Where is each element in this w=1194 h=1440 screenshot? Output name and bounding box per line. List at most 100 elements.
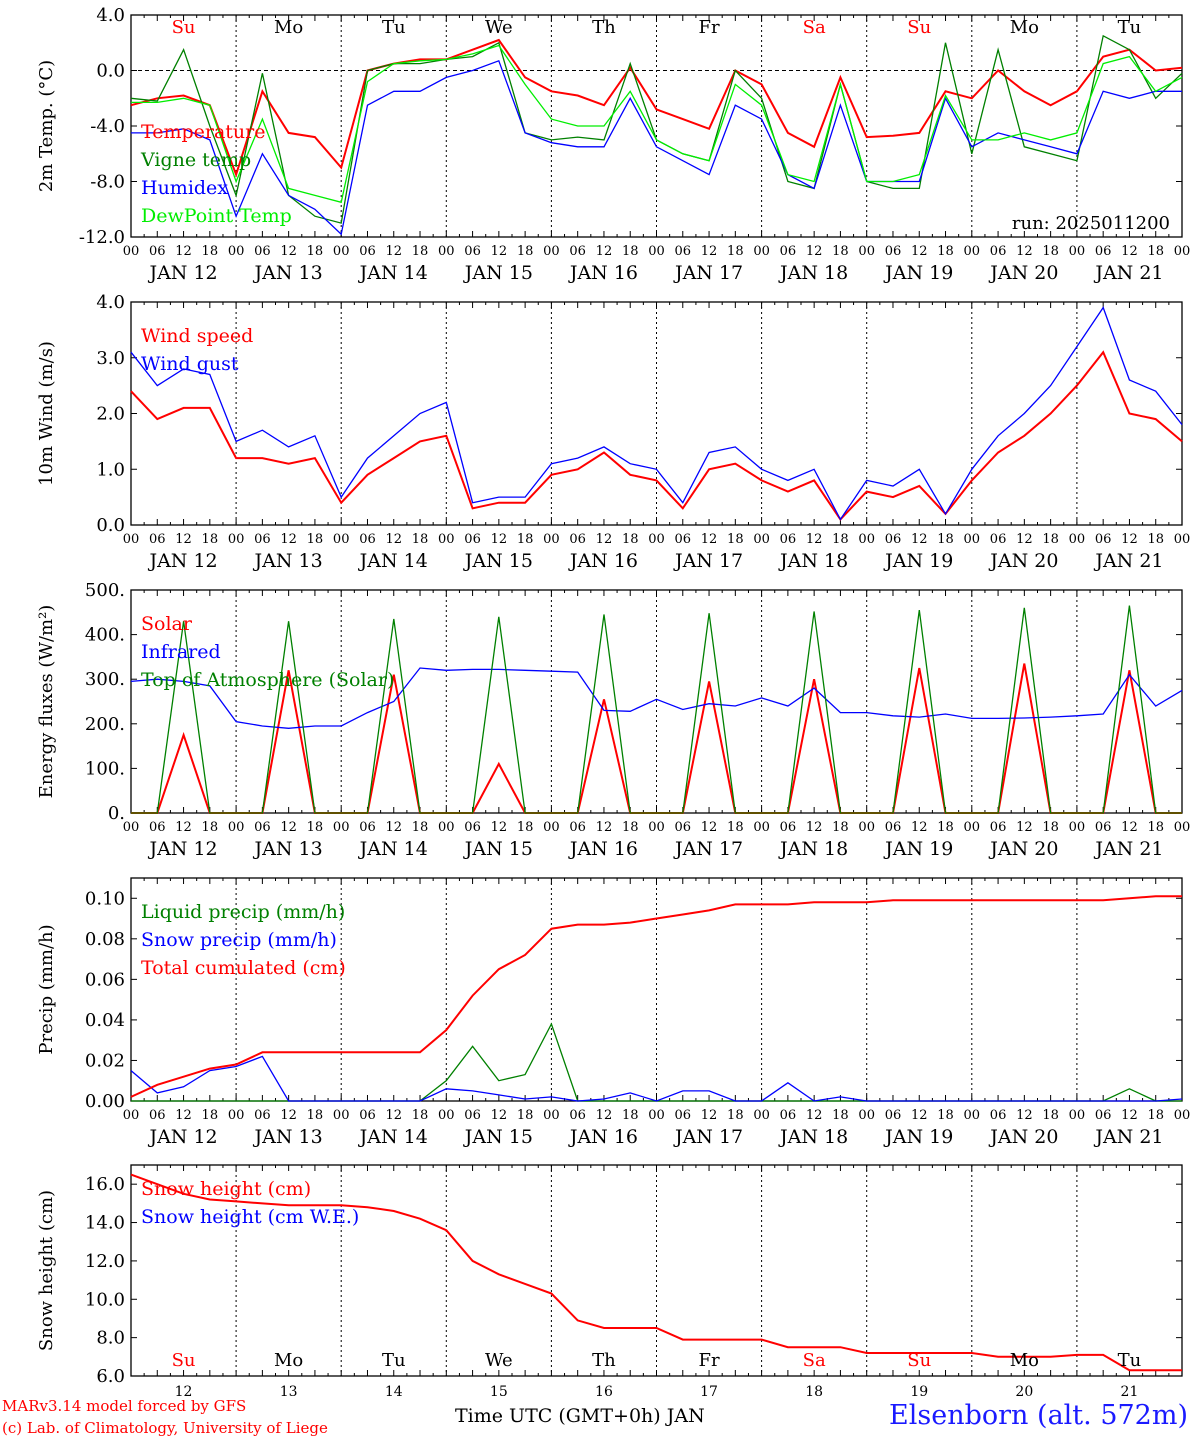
x-hour-label: 18	[727, 820, 744, 835]
x-hour-label: 06	[359, 244, 376, 259]
x-day-label: JAN 16	[568, 1126, 638, 1148]
series-line	[131, 59, 1182, 236]
x-hour-label: 00	[648, 532, 665, 547]
x-hour-label: 12	[491, 532, 508, 547]
x-hour-label: 18	[727, 244, 744, 259]
x-day-number: 16	[595, 1384, 613, 1400]
x-hour-label: 00	[964, 532, 981, 547]
x-hour-label: 12	[1016, 244, 1033, 259]
weekday-label: Su	[907, 17, 931, 38]
x-hour-label: 06	[675, 532, 692, 547]
x-hour-label: 12	[385, 1108, 402, 1123]
x-hour-label: 06	[464, 532, 481, 547]
x-day-label: JAN 14	[358, 1126, 428, 1148]
x-hour-label: 06	[569, 532, 586, 547]
x-hour-label: 06	[1095, 244, 1112, 259]
x-hour-label: 12	[1121, 244, 1138, 259]
x-hour-label: 00	[543, 1108, 560, 1123]
x-hour-label: 06	[464, 820, 481, 835]
weekday-label: Mo	[1010, 17, 1039, 38]
weekday-label: Sa	[803, 1350, 826, 1371]
legend-entry: Total cumulated (cm)	[141, 957, 346, 979]
x-hour-label: 00	[964, 244, 981, 259]
x-hour-label: 18	[517, 244, 534, 259]
x-day-label: JAN 20	[988, 550, 1058, 572]
lab-credit: (c) Lab. of Climatology, University of L…	[2, 1419, 328, 1437]
x-hour-label: 00	[228, 532, 245, 547]
x-day-label: JAN 20	[988, 838, 1058, 860]
x-hour-label: 06	[254, 244, 271, 259]
x-hour-label: 00	[543, 532, 560, 547]
x-hour-label: 06	[990, 532, 1007, 547]
x-hour-label: 18	[832, 532, 849, 547]
series-line	[131, 605, 1182, 814]
weekday-label: Th	[592, 1350, 616, 1371]
x-hour-label: 12	[1121, 820, 1138, 835]
x-hour-label: 18	[307, 1108, 324, 1123]
y-tick-label: 300.	[85, 669, 125, 690]
x-hour-label: 18	[622, 1108, 639, 1123]
x-hour-label: 12	[596, 244, 613, 259]
y-tick-label: 14.0	[85, 1213, 125, 1234]
y-tick-label: 0.04	[85, 1010, 125, 1031]
x-hour-label: 18	[1042, 1108, 1059, 1123]
x-day-label: JAN 20	[988, 262, 1058, 284]
x-hour-label: 06	[254, 820, 271, 835]
x-hour-label: 00	[333, 820, 350, 835]
x-hour-label: 06	[1095, 532, 1112, 547]
x-hour-label: 12	[806, 532, 823, 547]
x-hour-label: 12	[701, 244, 718, 259]
x-hour-label: 12	[911, 532, 928, 547]
x-hour-label: 00	[858, 532, 875, 547]
x-hour-label: 18	[1042, 532, 1059, 547]
x-hour-label: 18	[1147, 820, 1164, 835]
x-hour-label: 00	[858, 1108, 875, 1123]
x-hour-label: 00	[228, 820, 245, 835]
x-day-number: 18	[805, 1384, 823, 1400]
x-hour-label: 00	[333, 1108, 350, 1123]
x-day-number: 19	[910, 1384, 928, 1400]
x-hour-label: 00	[333, 244, 350, 259]
x-day-label: JAN 19	[883, 550, 953, 572]
x-hour-label: 18	[202, 244, 219, 259]
x-hour-label: 06	[780, 1108, 797, 1123]
weekday-label: Su	[172, 1350, 196, 1371]
x-hour-label: 00	[1174, 1108, 1191, 1123]
x-hour-label: 12	[385, 820, 402, 835]
x-hour-label: 12	[596, 532, 613, 547]
x-hour-label: 12	[701, 532, 718, 547]
x-day-number: 21	[1121, 1384, 1139, 1400]
series-line	[130, 667, 1183, 729]
x-day-number: 15	[490, 1384, 508, 1400]
x-hour-label: 18	[202, 1108, 219, 1123]
x-hour-label: 00	[964, 820, 981, 835]
y-tick-label: -12.0	[79, 227, 125, 248]
x-hour-label: 18	[412, 1108, 429, 1123]
x-hour-label: 06	[1095, 820, 1112, 835]
x-hour-label: 00	[438, 820, 455, 835]
x-hour-label: 12	[385, 244, 402, 259]
x-hour-label: 12	[806, 244, 823, 259]
y-tick-label: 0.02	[85, 1050, 125, 1071]
x-day-label: JAN 18	[778, 1126, 848, 1148]
x-day-label: JAN 15	[463, 1126, 533, 1148]
x-hour-label: 06	[569, 244, 586, 259]
x-day-label: JAN 17	[673, 1126, 743, 1148]
x-day-label: JAN 18	[778, 262, 848, 284]
x-hour-label: 12	[701, 1108, 718, 1123]
legend-entry: DewPoint Temp	[141, 205, 292, 227]
weekday-label: Mo	[274, 1350, 303, 1371]
x-hour-label: 00	[1174, 532, 1191, 547]
x-hour-label: 06	[885, 532, 902, 547]
y-tick-label: -8.0	[90, 172, 125, 193]
series-line	[130, 1173, 1182, 1372]
weekday-label: Tu	[1118, 17, 1142, 38]
x-hour-label: 00	[753, 244, 770, 259]
y-tick-label: 400.	[85, 625, 125, 646]
x-day-label: JAN 20	[988, 1126, 1058, 1148]
x-day-number: 20	[1015, 1384, 1033, 1400]
legend-entry: Solar	[141, 613, 193, 635]
x-hour-label: 12	[1121, 1108, 1138, 1123]
x-hour-label: 12	[280, 820, 297, 835]
x-hour-label: 00	[438, 532, 455, 547]
